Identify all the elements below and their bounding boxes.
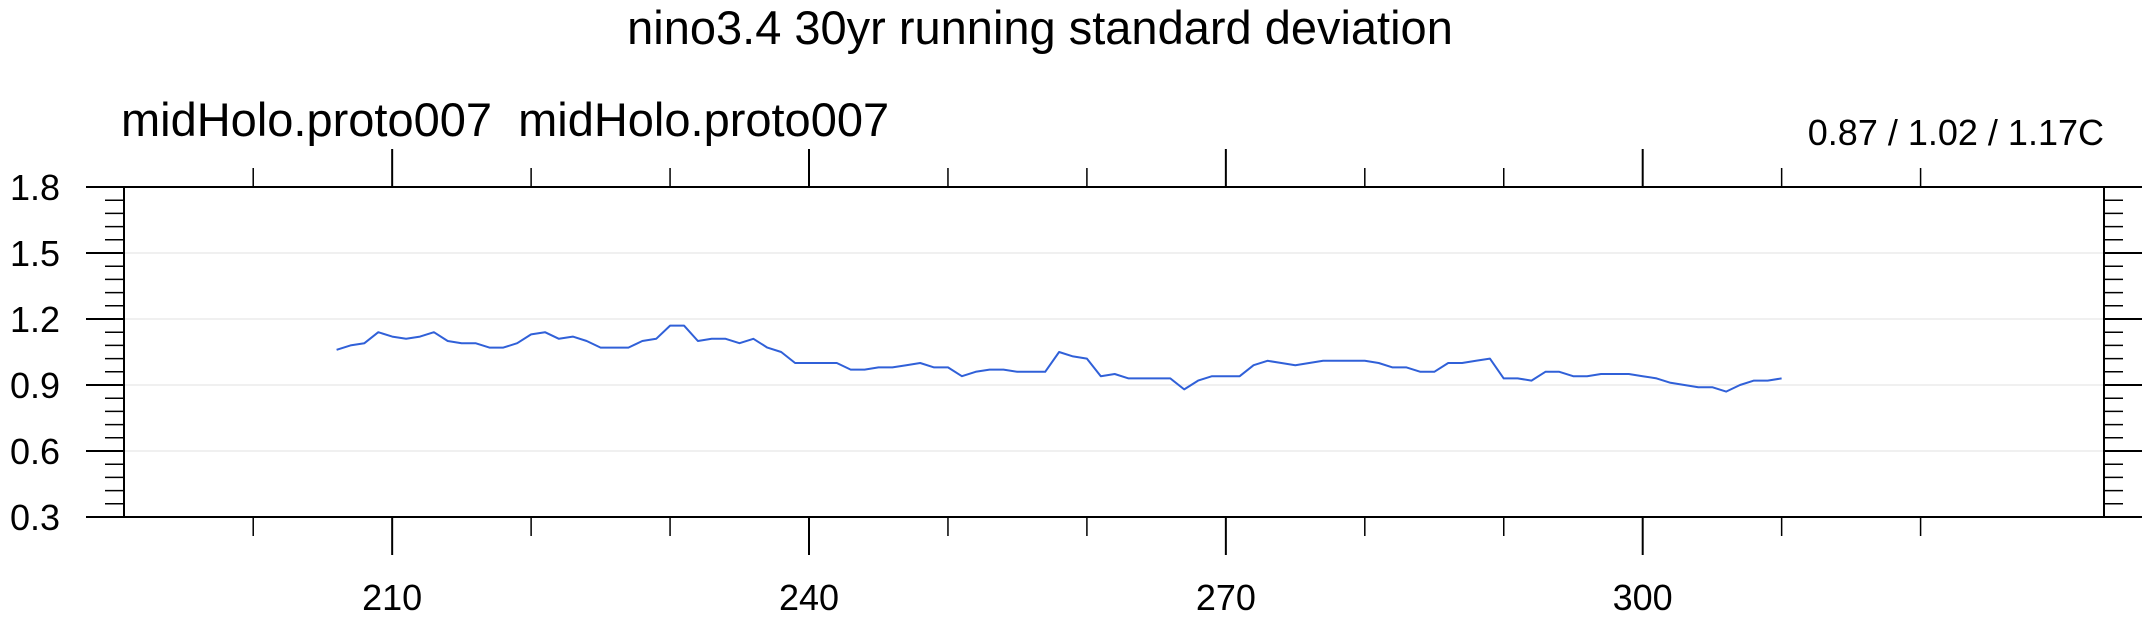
axis-ticks: [86, 149, 2142, 555]
y-tick-label: 0.3: [10, 497, 60, 538]
series-group: [336, 324, 1782, 393]
chart-title: nino3.4 30yr running standard deviation: [627, 1, 1453, 54]
y-tick-label: 0.6: [10, 431, 60, 472]
x-tick-label: 210: [362, 577, 422, 618]
y-tick-label: 1.2: [10, 299, 60, 340]
x-tick-label: 270: [1196, 577, 1256, 618]
series-line: [336, 324, 1782, 393]
x-tick-label: 300: [1613, 577, 1673, 618]
x-tick-label: 240: [779, 577, 839, 618]
y-tick-label: 1.5: [10, 233, 60, 274]
plot-frame: [123, 186, 2105, 518]
left-string: midHolo.proto007 midHolo.proto007: [121, 93, 889, 146]
grid-lines: [124, 186, 2104, 518]
right-string: 0.87 / 1.02 / 1.17C: [1808, 112, 2104, 153]
y-tick-label: 1.8: [10, 167, 60, 208]
y-tick-label: 0.9: [10, 365, 60, 406]
tick-labels: 0.3 0.6 0.9 1.2 1.5 1.8 210 240 270 300: [10, 167, 1673, 618]
